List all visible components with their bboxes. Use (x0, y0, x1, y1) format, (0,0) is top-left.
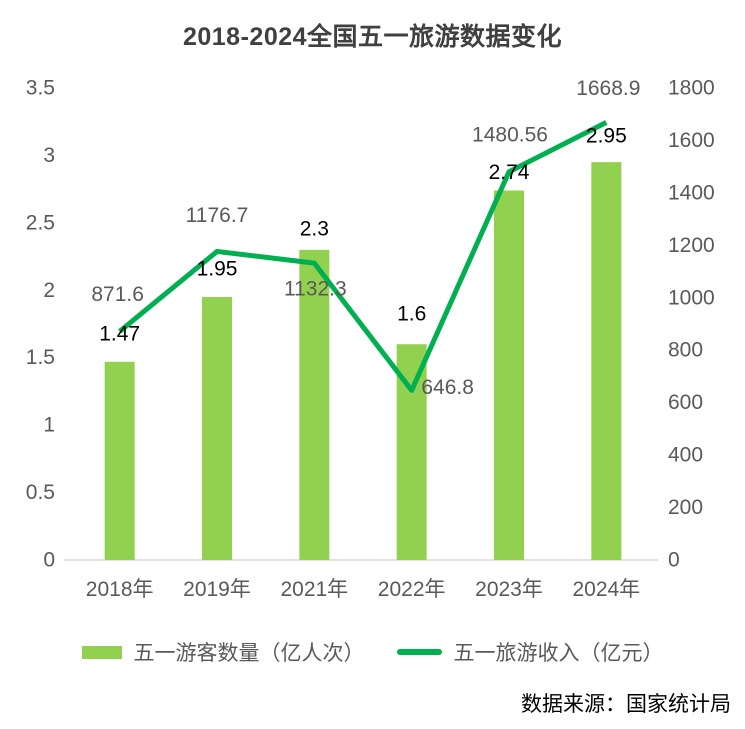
chart-legend: 五一游客数量（亿人次） 五一旅游收入（亿元） (0, 637, 745, 667)
bar-value-label: 1.47 (99, 322, 140, 345)
bar (591, 162, 622, 560)
bar-value-label: 1.95 (197, 258, 238, 281)
line-value-label: 1132.3 (284, 278, 347, 301)
y-axis-tick-right: 1000 (668, 286, 715, 309)
y-axis-tick-left: 0 (43, 549, 55, 572)
x-axis-label: 2024年 (572, 578, 640, 601)
legend-item-revenue: 五一旅游收入（亿元） (396, 637, 664, 667)
bar (104, 361, 135, 560)
legend-label-visitors: 五一游客数量（亿人次） (133, 642, 365, 665)
y-axis-tick-right: 600 (668, 391, 703, 414)
revenue-line (118, 120, 608, 393)
y-axis-tick-right: 1600 (668, 129, 715, 152)
y-axis-tick-left: 3.5 (26, 77, 55, 100)
line-value-label: 1176.7 (186, 204, 249, 227)
chart-canvas: 0 0.5 1 1.5 2 2.5 3 3.5 0 200 400 600 800 1000 1200 140… (26, 77, 715, 602)
bar (299, 249, 330, 561)
legend-item-visitors: 五一游客数量（亿人次） (81, 637, 365, 667)
x-axis-label: 2023年 (475, 578, 543, 601)
legend-swatch-visitors (81, 645, 122, 659)
y-axis-tick-left: 1.5 (26, 346, 55, 369)
y-axis-tick-right: 400 (668, 444, 703, 467)
y-axis-tick-right: 800 (668, 339, 703, 362)
y-axis-tick-left: 2.5 (26, 211, 55, 234)
x-axis-label: 2022年 (378, 578, 446, 601)
bar-value-label: 2.74 (489, 161, 530, 184)
bar (202, 297, 232, 560)
line-value-label: 1480.56 (472, 123, 548, 146)
chart-title: 2018-2024全国五一旅游数据变化 (182, 23, 563, 51)
x-axis-label: 2018年 (86, 578, 154, 601)
y-axis-tick-left: 1 (43, 414, 55, 437)
bar-value-label: 2.3 (300, 217, 329, 240)
y-axis-tick-right: 1800 (668, 77, 715, 100)
x-axis-label: 2021年 (280, 578, 348, 601)
line-value-label: 646.8 (421, 376, 474, 399)
legend-label-revenue: 五一旅游收入（亿元） (453, 642, 664, 665)
bar-value-label: 1.6 (397, 303, 426, 326)
y-axis-tick-right: 0 (668, 549, 680, 572)
y-axis-tick-right: 1400 (668, 181, 715, 204)
bar-value-label: 2.95 (586, 125, 627, 148)
y-axis-tick-left: 3 (43, 144, 55, 167)
data-source-note: 数据来源：国家统计局 (521, 693, 731, 716)
y-axis-tick-right: 1200 (668, 234, 715, 257)
x-axis-label: 2019年 (183, 578, 251, 601)
y-axis-tick-left: 0.5 (26, 481, 55, 504)
y-axis-tick-left: 2 (43, 279, 55, 302)
bar (494, 190, 524, 560)
line-value-label: 1668.9 (576, 77, 640, 100)
y-axis-tick-right: 200 (668, 496, 703, 519)
legend-swatch-revenue (396, 649, 442, 655)
line-value-label: 871.6 (91, 283, 144, 306)
